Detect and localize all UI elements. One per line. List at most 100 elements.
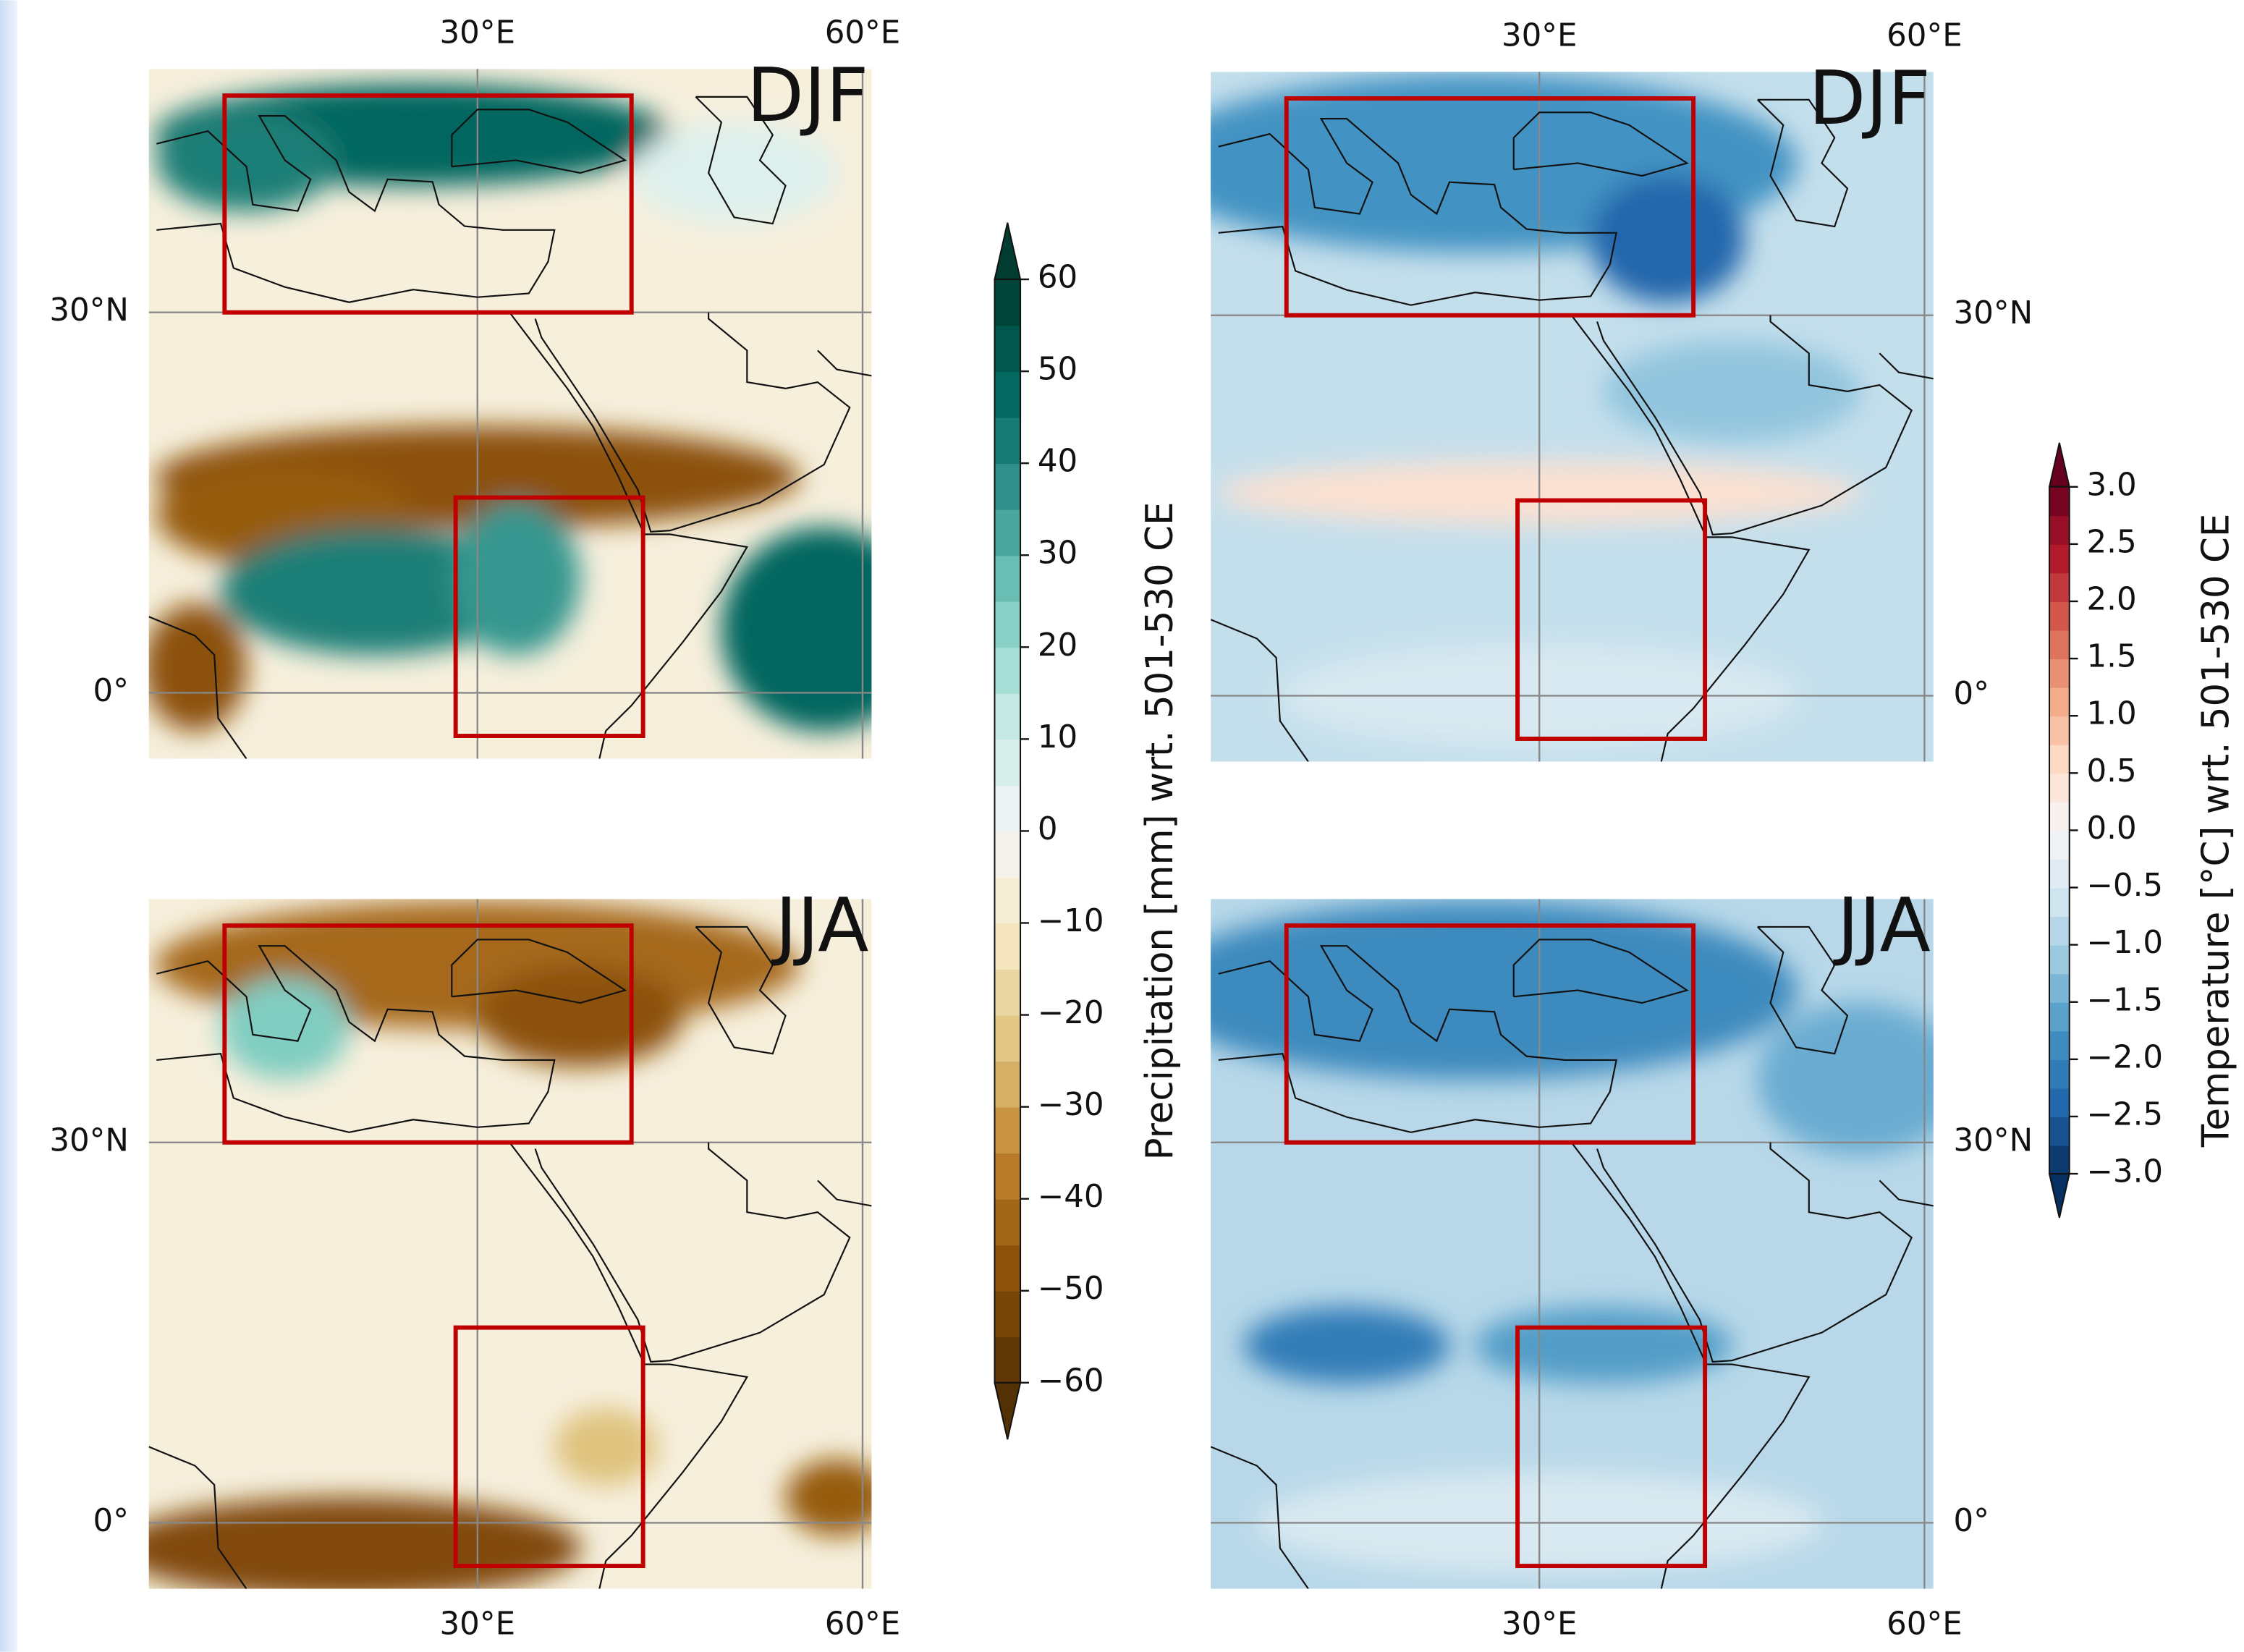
coastline <box>1596 315 1913 535</box>
colorbar-band <box>2049 1145 2070 1175</box>
colorbar-band <box>994 876 1021 924</box>
colorbar-band <box>994 325 1021 373</box>
field-blob <box>1590 175 1745 303</box>
field-blob <box>1757 1002 1934 1156</box>
colorbar-label: Temperature [°C] wrt. 501-530 CE <box>2194 514 2237 1148</box>
coastline <box>1570 315 1811 762</box>
lon-tick-label: 30°E <box>1502 1606 1578 1643</box>
colorbar-tick-label: 0 <box>1038 811 1058 847</box>
colorbar-band <box>2049 1116 2070 1146</box>
field-blob <box>156 109 337 212</box>
coastline <box>156 115 556 303</box>
colorbar-band <box>2049 916 2070 946</box>
coastline <box>1512 939 1689 1004</box>
side-strip <box>0 0 17 1652</box>
colorbar-band <box>2049 716 2070 745</box>
colorbar-band <box>994 1337 1021 1384</box>
colorbar-band <box>994 739 1021 786</box>
field <box>148 899 872 1589</box>
colorbar-band <box>2049 601 2070 631</box>
colorbar-extend <box>2048 442 2070 488</box>
colorbar-band <box>994 1290 1021 1338</box>
coastline <box>509 1142 749 1589</box>
field-blob <box>1602 340 1861 443</box>
lat-tick-label: 30°N <box>49 1122 129 1158</box>
colorbar-tick-label: −1.5 <box>2086 982 2163 1018</box>
coastline <box>451 109 627 174</box>
field-blob <box>220 977 350 1080</box>
colorbar-band <box>2049 658 2070 688</box>
colorbar-tick-label: −1.0 <box>2086 925 2163 961</box>
colorbar-band <box>994 1061 1021 1108</box>
colorbar-band <box>2049 543 2070 574</box>
colorbar-band <box>2049 773 2070 802</box>
coastline <box>1512 111 1689 177</box>
colorbar-tick-label: −3.0 <box>2086 1154 2163 1190</box>
coastline <box>156 945 556 1133</box>
colorbar-band <box>994 831 1021 878</box>
colorbar-band <box>994 1106 1021 1154</box>
coastline <box>695 925 787 1055</box>
map-panel: 30°E 60°E 30°N 0° DJF <box>49 14 901 759</box>
colorbar-band <box>2049 515 2070 545</box>
colorbar-tick-label: −20 <box>1038 995 1104 1031</box>
coastline <box>534 312 851 533</box>
colorbar-band <box>2049 858 2070 889</box>
lon-tick-label: 30°E <box>1502 17 1578 54</box>
colorbar-tick-label: −60 <box>1038 1363 1104 1399</box>
coastline <box>1570 1142 1811 1589</box>
colorbar-extend <box>994 1381 1022 1440</box>
panel-label: JJA <box>771 883 868 969</box>
coastline <box>1211 1446 1309 1589</box>
colorbar-tick-label: −10 <box>1038 903 1104 939</box>
coastline <box>817 1179 872 1207</box>
colorbar-band <box>994 1245 1021 1292</box>
region-box <box>1284 923 1696 1145</box>
region-box <box>453 1325 645 1569</box>
coastline <box>1218 945 1618 1133</box>
field <box>1211 72 1934 762</box>
coastline <box>148 616 247 759</box>
colorbar-band <box>2049 486 2070 517</box>
colorbar-tick-label: 50 <box>1038 352 1077 388</box>
colorbar-label: Precipitation [mm] wrt. 501-530 CE <box>1138 502 1182 1161</box>
lat-tick-label: 30°N <box>1954 295 2033 331</box>
colorbar-tick-label: −50 <box>1038 1271 1104 1307</box>
lat-tick-label: 0° <box>1954 1503 1989 1539</box>
coastline <box>817 350 872 377</box>
region-box <box>222 93 634 315</box>
region-box <box>222 923 634 1145</box>
lon-tick-label: 60°E <box>825 14 901 51</box>
coastline <box>509 312 749 759</box>
coastline <box>1757 98 1849 228</box>
map-panel: 30°E 60°E 30°N 0° JJA <box>1211 883 2033 1643</box>
colorbar-band <box>994 371 1021 418</box>
colorbar-tick-label: 2.0 <box>2086 582 2136 618</box>
field-blob <box>477 964 684 1067</box>
colorbar-band <box>994 555 1021 602</box>
colorbar-tick-label: −40 <box>1038 1179 1104 1215</box>
field-blob <box>1211 900 1798 1080</box>
colorbar-tick-label: 0.0 <box>2086 810 2136 847</box>
colorbar-band <box>2049 630 2070 660</box>
coastline <box>1218 118 1618 306</box>
colorbar-tick-label: 30 <box>1038 535 1077 572</box>
colorbar: 60 50 40 30 20 10 0 −10 −20 −30 −40 −50 −60 Precipita… <box>994 222 1182 1440</box>
coastline <box>451 939 627 1004</box>
lon-tick-label: 60°E <box>1887 17 1963 54</box>
field-blob <box>1474 1307 1733 1384</box>
coastline <box>695 96 787 225</box>
colorbar-tick-label: 10 <box>1038 719 1077 755</box>
field-blobs <box>148 83 872 732</box>
coastline <box>1879 352 1934 380</box>
colorbar-tick-label: −2.5 <box>2086 1096 2163 1132</box>
colorbar-tick-label: 60 <box>1038 260 1077 296</box>
coastline <box>1596 1142 1913 1363</box>
lon-tick-label: 60°E <box>1887 1606 1963 1643</box>
coastline <box>1879 1179 1934 1207</box>
colorbar-tick-label: 3.0 <box>2086 467 2136 503</box>
colorbar-band <box>2049 973 2070 1003</box>
colorbar-band <box>2049 830 2070 860</box>
colorbar-band <box>994 1015 1021 1062</box>
